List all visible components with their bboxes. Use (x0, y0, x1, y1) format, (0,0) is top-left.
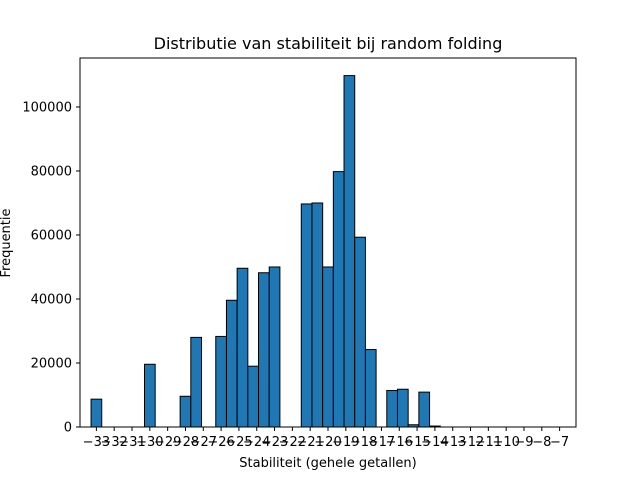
x-tick-label: −32 (100, 435, 127, 450)
x-ticks-group: −33−32−31−30−29−28−27−26−25−24−23−22−21−… (83, 427, 569, 450)
histogram-bar (143, 363, 156, 428)
x-tick-label: −20 (314, 435, 341, 450)
histogram-bar (268, 266, 281, 428)
histogram-bar (354, 236, 366, 428)
histogram-bar (386, 390, 398, 428)
y-tick-label: 20000 (31, 356, 72, 371)
histogram-bar (364, 349, 377, 428)
x-tick-label: −16 (386, 435, 413, 450)
y-tick-label: 40000 (31, 292, 72, 307)
histogram-bar (179, 395, 192, 428)
histogram-bar (343, 75, 356, 428)
x-tick-label: −29 (154, 435, 181, 450)
x-tick-label: −7 (550, 435, 569, 450)
x-tick-label: −11 (475, 435, 502, 450)
histogram-bar (190, 336, 203, 428)
y-tick-label: 0 (64, 421, 72, 436)
x-tick-label: −33 (83, 435, 110, 450)
x-axis-label: Stabiliteit (gehele getallen) (239, 456, 417, 471)
histogram-bar (236, 267, 249, 428)
x-tick-label: −8 (532, 435, 551, 450)
x-tick-label: −25 (225, 435, 252, 450)
x-tick-label: −12 (457, 435, 484, 450)
x-tick-label: −24 (243, 435, 270, 450)
histogram-bar (225, 299, 238, 428)
x-tick-label: −28 (172, 435, 199, 450)
histogram-bar (300, 203, 313, 428)
y-axis-label: Frequentie (0, 208, 14, 277)
x-tick-label: −30 (136, 435, 163, 450)
histogram-bar (311, 202, 324, 428)
x-tick-label: −15 (403, 435, 430, 450)
histogram-bar (215, 335, 227, 428)
histogram-bar (418, 391, 431, 428)
x-tick-label: −21 (296, 435, 323, 450)
x-tick-label: −31 (118, 435, 145, 450)
plot-frame (79, 57, 577, 428)
x-tick-label: −18 (350, 435, 377, 450)
histogram-bar (396, 388, 409, 428)
x-tick-label: −23 (261, 435, 288, 450)
x-tick-label: −14 (421, 435, 448, 450)
chart-title: Distributie van stabiliteit bij random f… (154, 34, 503, 53)
y-ticks-group: 0 20000 40000 60000 80000 100000 (22, 100, 80, 436)
x-tick-label: −17 (368, 435, 395, 450)
histogram-bar (332, 171, 345, 428)
histogram-bar (322, 266, 334, 428)
y-tick-label: 60000 (31, 228, 72, 243)
x-tick-label: −26 (207, 435, 234, 450)
x-tick-label: −27 (190, 435, 217, 450)
x-tick-label: −19 (332, 435, 359, 450)
x-tick-label: −13 (439, 435, 466, 450)
x-tick-label: −9 (514, 435, 533, 450)
x-tick-label: −22 (279, 435, 306, 450)
histogram-bar (258, 272, 270, 428)
y-tick-label: 80000 (31, 164, 72, 179)
histogram-bar (90, 398, 103, 428)
histogram-bar (247, 365, 260, 428)
x-tick-label: −10 (492, 435, 519, 450)
y-tick-label: 100000 (22, 100, 72, 115)
